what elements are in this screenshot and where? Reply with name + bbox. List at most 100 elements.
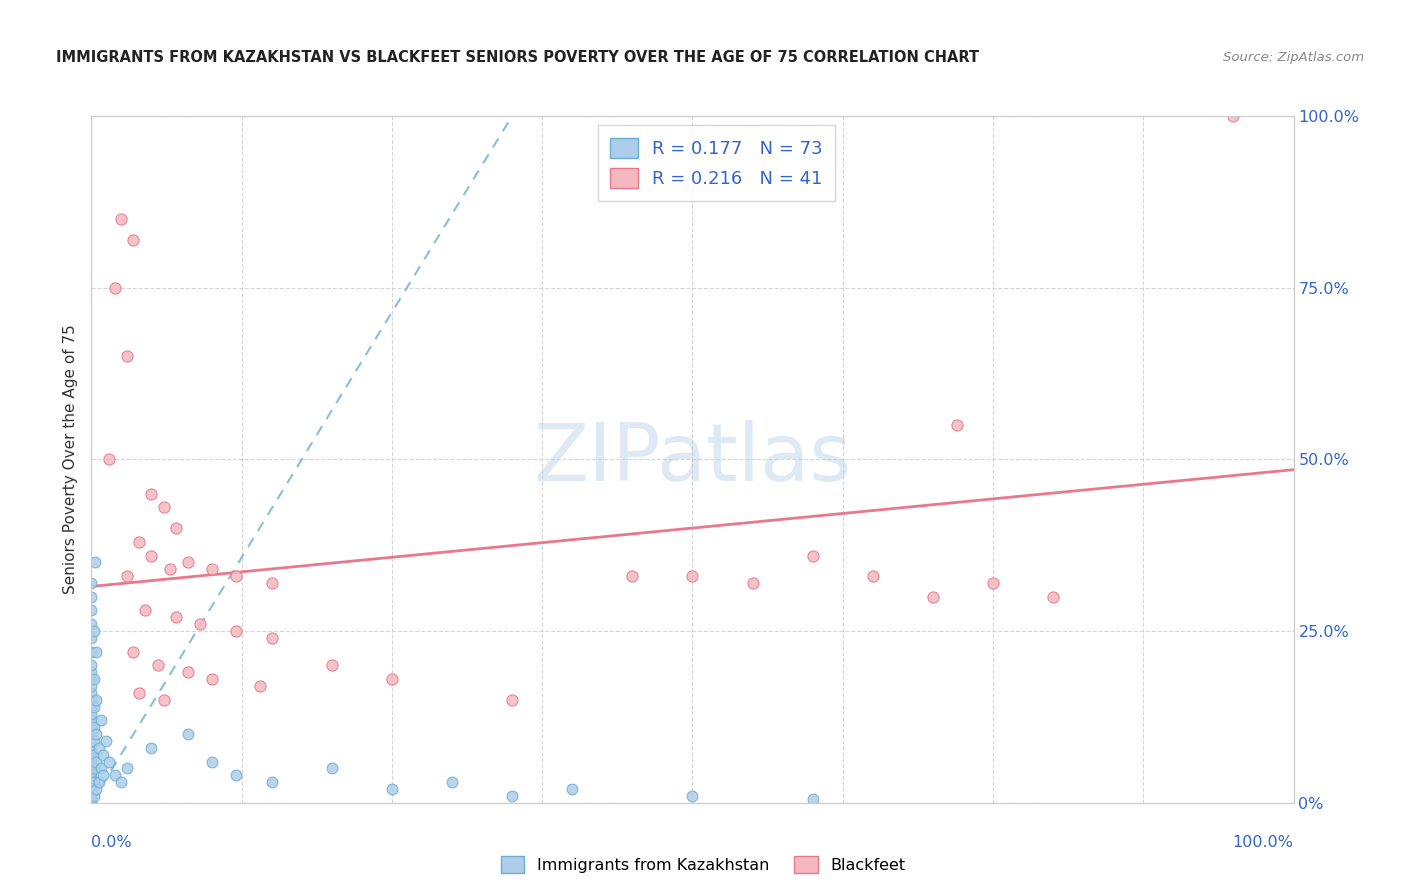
Point xyxy=(80,665,103,680)
Point xyxy=(801,792,824,806)
Point xyxy=(80,617,103,632)
Text: 100.0%: 100.0% xyxy=(1233,836,1294,850)
Text: Source: ZipAtlas.com: Source: ZipAtlas.com xyxy=(1223,52,1364,64)
Point xyxy=(80,679,103,693)
Point xyxy=(122,645,145,659)
Point xyxy=(83,747,105,762)
Point xyxy=(80,785,103,799)
Point xyxy=(862,569,884,583)
Point xyxy=(90,714,112,728)
Point xyxy=(440,775,463,789)
Point xyxy=(922,590,945,604)
Point xyxy=(94,734,117,748)
Point xyxy=(110,212,132,227)
Point xyxy=(152,500,174,515)
Point xyxy=(80,789,103,803)
Point xyxy=(741,576,763,591)
Point xyxy=(225,569,247,583)
Point xyxy=(80,751,103,765)
Point xyxy=(83,775,105,789)
Point xyxy=(801,549,824,563)
Point xyxy=(80,658,103,673)
Point xyxy=(80,755,103,769)
Point xyxy=(80,740,103,755)
Point xyxy=(83,734,105,748)
Point xyxy=(80,686,103,700)
Point xyxy=(83,789,105,803)
Point xyxy=(80,631,103,645)
Point xyxy=(83,699,105,714)
Point xyxy=(87,740,110,755)
Point xyxy=(98,755,121,769)
Point xyxy=(117,350,139,364)
Point xyxy=(141,740,163,755)
Text: 0.0%: 0.0% xyxy=(91,836,132,850)
Point xyxy=(260,631,283,645)
Point xyxy=(80,692,103,706)
Text: IMMIGRANTS FROM KAZAKHSTAN VS BLACKFEET SENIORS POVERTY OVER THE AGE OF 75 CORRE: IMMIGRANTS FROM KAZAKHSTAN VS BLACKFEET … xyxy=(56,51,980,65)
Point xyxy=(117,569,139,583)
Point xyxy=(1222,109,1244,123)
Point xyxy=(165,610,187,624)
Point xyxy=(681,569,703,583)
Y-axis label: Seniors Poverty Over the Age of 75: Seniors Poverty Over the Age of 75 xyxy=(63,325,79,594)
Point xyxy=(93,768,115,782)
Point xyxy=(200,672,222,686)
Text: ZIPatlas: ZIPatlas xyxy=(533,420,852,499)
Point xyxy=(159,562,181,576)
Point xyxy=(80,782,103,797)
Point xyxy=(681,789,703,803)
Point xyxy=(80,590,103,604)
Point xyxy=(80,720,103,734)
Legend: R = 0.177   N = 73, R = 0.216   N = 41: R = 0.177 N = 73, R = 0.216 N = 41 xyxy=(598,125,835,201)
Point xyxy=(225,768,247,782)
Point xyxy=(260,775,283,789)
Point xyxy=(80,699,103,714)
Point xyxy=(381,672,404,686)
Point xyxy=(110,775,132,789)
Point xyxy=(381,782,404,797)
Point xyxy=(176,727,198,741)
Point xyxy=(176,665,198,680)
Point xyxy=(146,658,169,673)
Point xyxy=(80,727,103,741)
Point xyxy=(225,624,247,639)
Legend: Immigrants from Kazakhstan, Blackfeet: Immigrants from Kazakhstan, Blackfeet xyxy=(494,849,912,880)
Point xyxy=(84,645,107,659)
Point xyxy=(321,761,343,775)
Point xyxy=(90,761,112,775)
Point xyxy=(122,233,145,247)
Point xyxy=(104,281,127,295)
Point xyxy=(104,768,127,782)
Point xyxy=(93,747,115,762)
Point xyxy=(621,569,644,583)
Point xyxy=(80,576,103,591)
Point xyxy=(80,672,103,686)
Point xyxy=(200,755,222,769)
Point xyxy=(249,679,271,693)
Point xyxy=(83,720,105,734)
Point xyxy=(128,534,150,549)
Point xyxy=(946,417,969,433)
Point xyxy=(80,747,103,762)
Point xyxy=(80,764,103,779)
Point xyxy=(200,562,222,576)
Point xyxy=(501,789,523,803)
Point xyxy=(80,775,103,789)
Point xyxy=(981,576,1004,591)
Point xyxy=(117,761,139,775)
Point xyxy=(80,706,103,721)
Point xyxy=(134,603,156,617)
Point xyxy=(84,782,107,797)
Point xyxy=(80,779,103,793)
Point xyxy=(84,755,107,769)
Point xyxy=(501,692,523,706)
Point xyxy=(80,758,103,772)
Point xyxy=(87,775,110,789)
Point xyxy=(80,792,103,806)
Point xyxy=(80,603,103,617)
Point xyxy=(152,692,174,706)
Point xyxy=(83,672,105,686)
Point xyxy=(80,768,103,782)
Point xyxy=(1042,590,1064,604)
